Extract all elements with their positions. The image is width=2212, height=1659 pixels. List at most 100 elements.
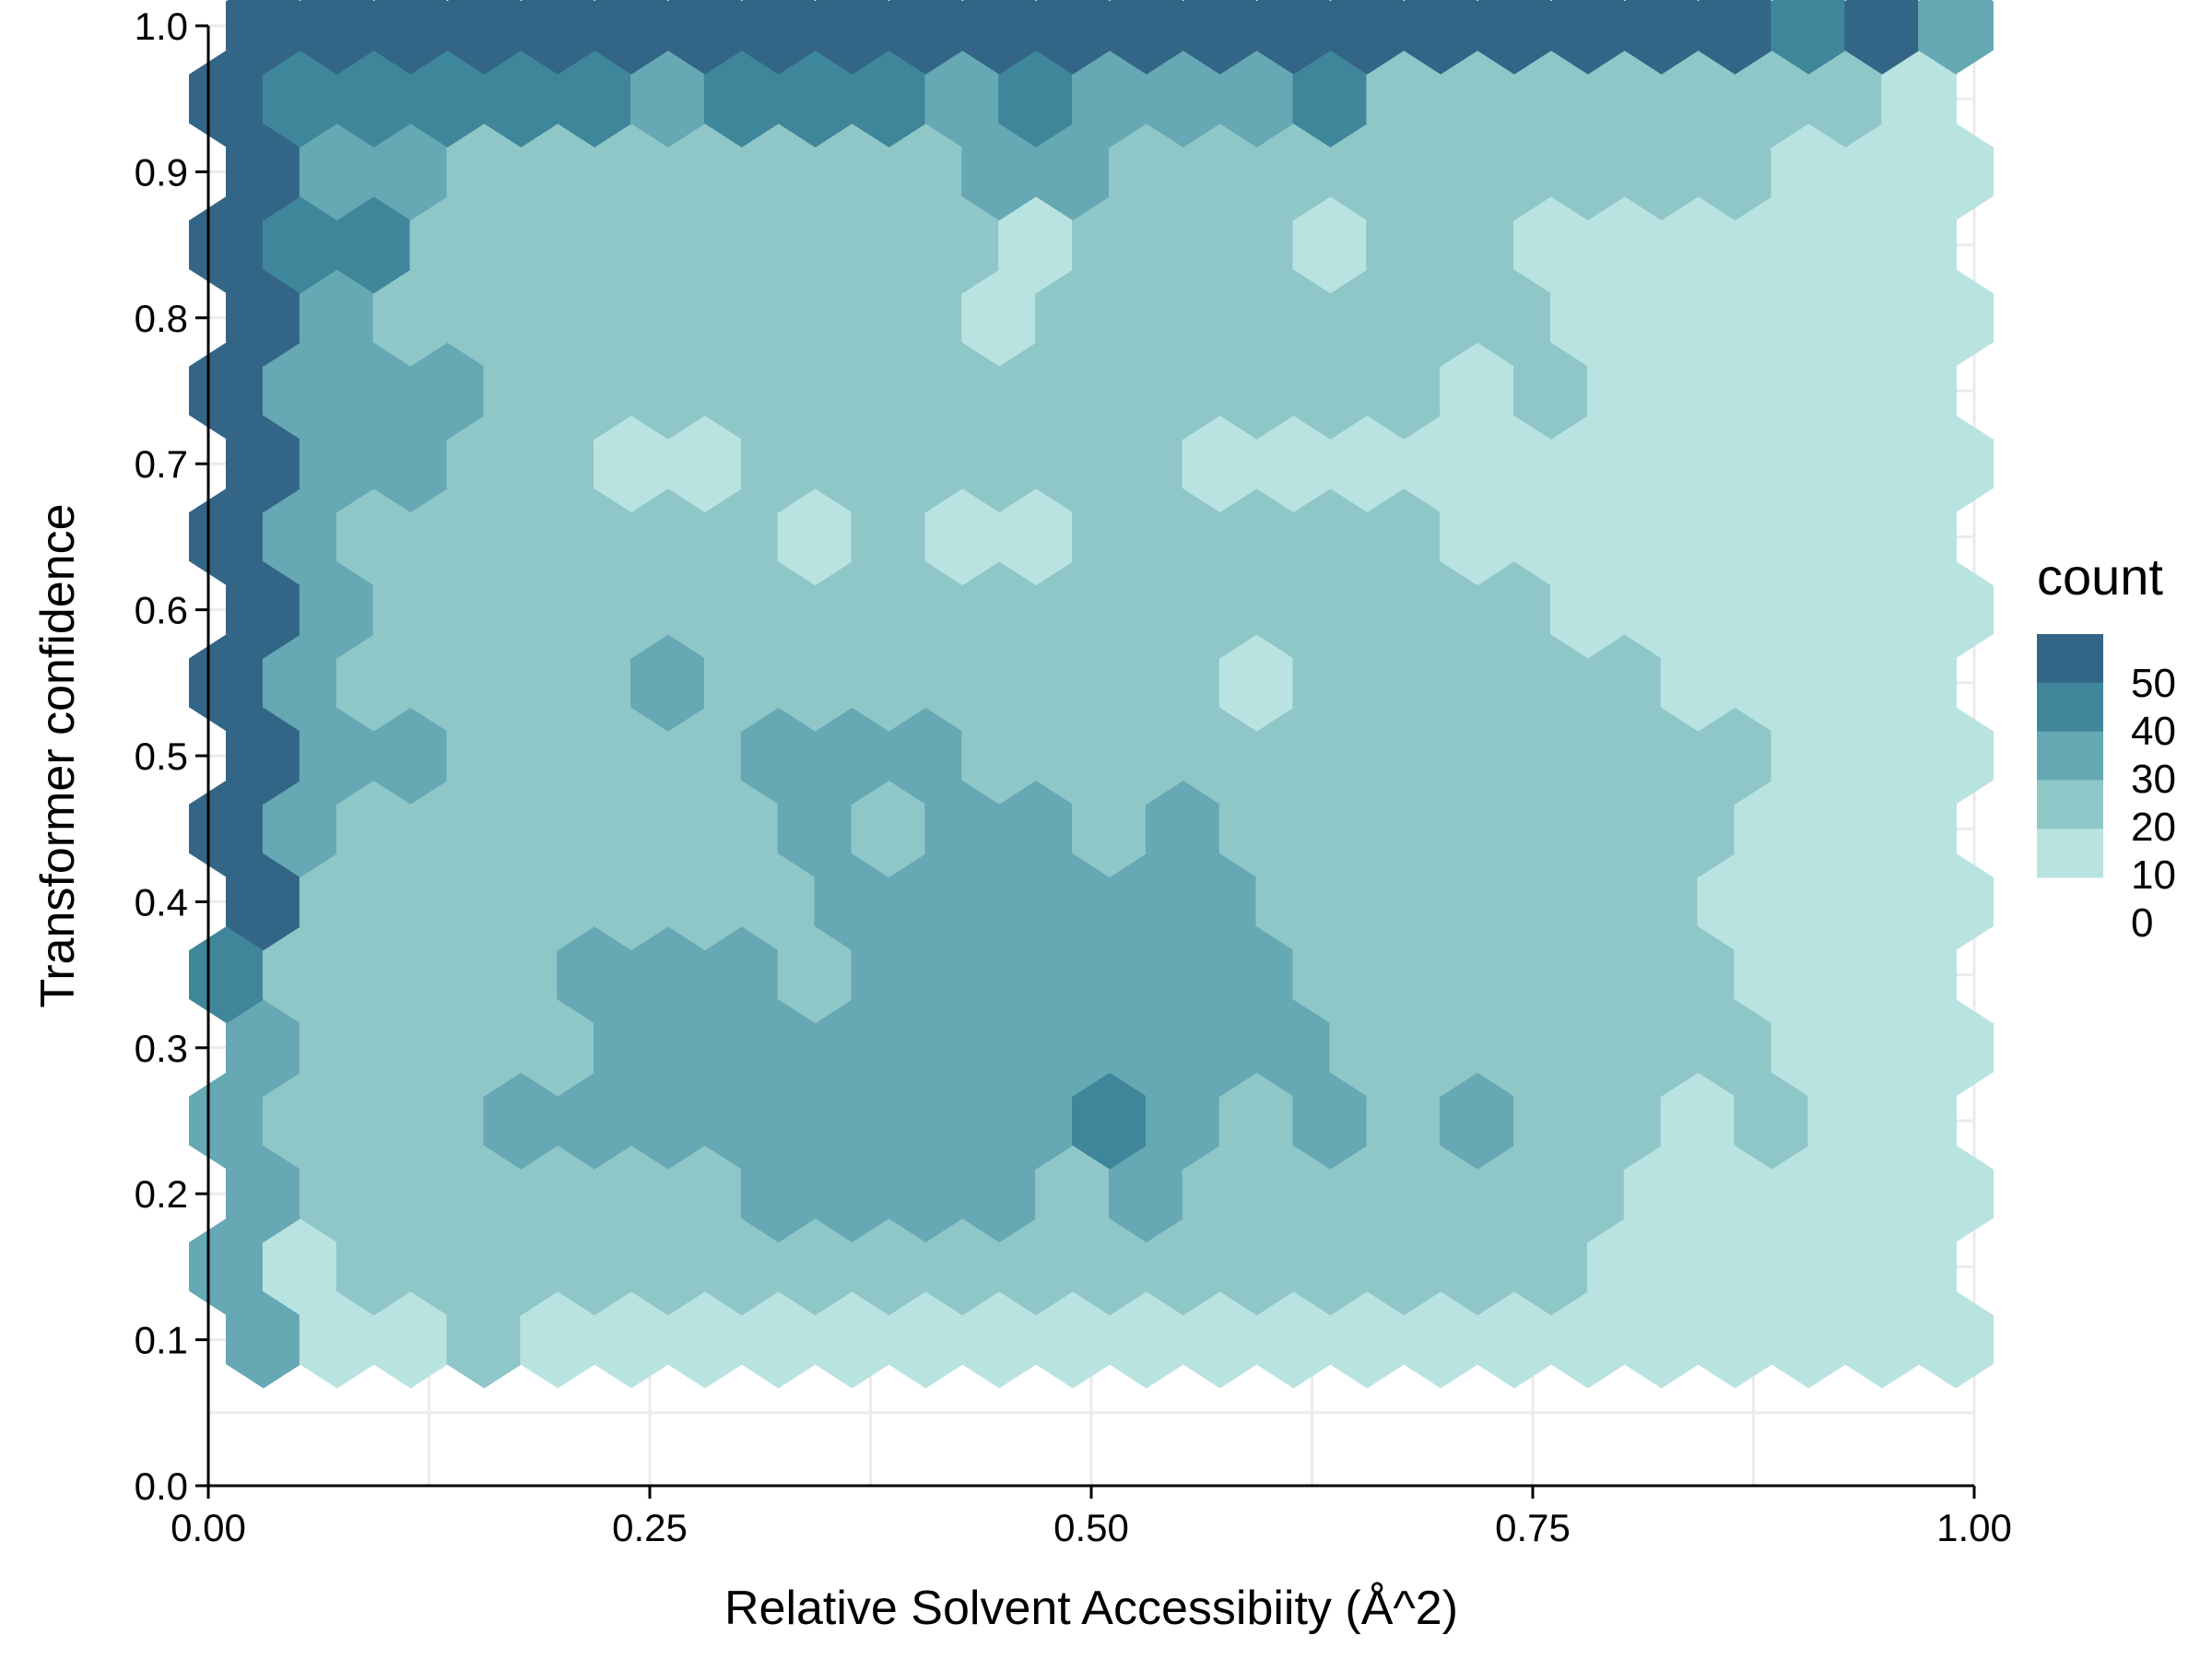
hex-bin	[1072, 925, 1147, 1024]
hex-bin	[777, 925, 853, 1024]
hex-bin	[814, 123, 890, 221]
hex-bin	[1292, 488, 1369, 586]
hex-bin	[299, 0, 375, 75]
hex-bin	[299, 1290, 375, 1389]
hex-bin	[961, 0, 1038, 75]
hex-bin	[446, 999, 523, 1097]
hex-bin	[1329, 560, 1406, 659]
hex-bin	[1477, 707, 1552, 805]
hex-bin	[557, 488, 632, 586]
hex-bin	[998, 342, 1074, 440]
hex-bin	[1623, 269, 1700, 367]
y-tick-label: 0.9	[135, 150, 188, 194]
hex-bin	[1035, 853, 1111, 951]
hex-bin	[1255, 560, 1332, 659]
hex-bin	[1035, 560, 1111, 659]
hex-bin	[1329, 707, 1406, 805]
hex-bin	[1329, 853, 1406, 951]
hex-bin	[335, 50, 412, 147]
hex-bin	[1182, 707, 1258, 805]
hex-bin	[1182, 0, 1258, 75]
hex-bin	[1771, 269, 1847, 367]
hex-bin	[372, 560, 449, 659]
hex-bin	[335, 1218, 412, 1316]
hex-bin	[1477, 999, 1552, 1097]
hex-bin	[557, 1218, 632, 1316]
hex-bin	[703, 195, 780, 294]
hex-bin	[1660, 925, 1736, 1024]
hex-bin	[667, 999, 743, 1097]
hex-bin	[557, 342, 632, 440]
hex-bin	[703, 634, 780, 732]
hex-bin	[262, 488, 338, 586]
hex-bin	[1550, 853, 1626, 951]
hex-bin	[1771, 999, 1847, 1097]
hex-bin	[703, 50, 780, 147]
y-tick-label: 0.2	[135, 1172, 188, 1216]
hex-bin	[1844, 1290, 1921, 1389]
hex-bin	[1550, 560, 1626, 659]
hex-bin	[1145, 780, 1221, 877]
hex-bin	[1660, 488, 1736, 586]
hex-bin	[409, 634, 486, 732]
hex-bin	[1477, 560, 1552, 659]
hex-bin	[372, 269, 449, 367]
hex-bin	[630, 342, 706, 440]
hex-bin	[1844, 0, 1921, 75]
hex-bin	[1918, 999, 1994, 1097]
hex-bin	[1697, 415, 1773, 512]
hex-bin	[483, 925, 559, 1024]
hex-bin	[299, 853, 375, 951]
hex-bin	[1697, 999, 1773, 1097]
hex-bin	[1035, 0, 1111, 75]
hex-bin	[1035, 1145, 1111, 1242]
hex-bin	[594, 1290, 669, 1389]
hex-bin	[998, 925, 1074, 1024]
hex-bins	[189, 0, 1994, 1389]
hex-bin	[667, 707, 743, 805]
x-tick-label: 0.00	[171, 1506, 246, 1549]
x-axis-ticks: 0.00 0.25 0.50 0.75 1.00	[171, 1486, 2012, 1549]
hex-bin	[1440, 1218, 1515, 1316]
hex-bin	[740, 707, 817, 805]
hex-bin	[1403, 853, 1479, 951]
hex-bin	[777, 488, 853, 586]
hex-bin	[998, 1218, 1074, 1316]
hex-bin	[888, 560, 964, 659]
hex-bin	[1329, 415, 1406, 512]
hex-bin	[703, 1072, 780, 1170]
hex-bin	[1586, 925, 1663, 1024]
hex-bin	[520, 853, 596, 951]
hex-bin	[1366, 634, 1442, 732]
hex-bin	[888, 999, 964, 1097]
x-tick-label: 0.25	[612, 1506, 688, 1549]
hex-bin	[1844, 415, 1921, 512]
y-axis-ticks: 0.0 0.1 0.2 0.3 0.4 0.5 0.6 0.7 0.8 0.9 1.0	[135, 5, 208, 1508]
hex-bin	[335, 342, 412, 440]
hex-bin	[961, 269, 1038, 367]
hex-bin	[1697, 269, 1773, 367]
hex-bin	[520, 123, 596, 221]
hex-bin	[1734, 634, 1810, 732]
hex-bin	[1182, 999, 1258, 1097]
hex-bin	[335, 925, 412, 1024]
hex-bin	[446, 0, 523, 75]
hex-bin	[299, 560, 375, 659]
hex-bin	[1881, 1218, 1957, 1316]
hex-bin	[446, 1145, 523, 1242]
legend-swatch	[2037, 731, 2103, 781]
hex-bin	[1513, 634, 1589, 732]
hex-bin	[924, 634, 1001, 732]
hex-bin	[924, 488, 1001, 586]
hex-bin	[1109, 123, 1184, 221]
hex-bin	[740, 0, 817, 75]
hex-bin	[1477, 123, 1552, 221]
hex-bin	[1586, 1072, 1663, 1170]
hex-bin	[1035, 123, 1111, 221]
hex-bin	[557, 50, 632, 147]
hex-bin	[483, 780, 559, 877]
hex-bin	[1550, 0, 1626, 75]
hex-bin	[630, 925, 706, 1024]
hex-bin	[1440, 780, 1515, 877]
hex-bin	[1807, 488, 1884, 586]
